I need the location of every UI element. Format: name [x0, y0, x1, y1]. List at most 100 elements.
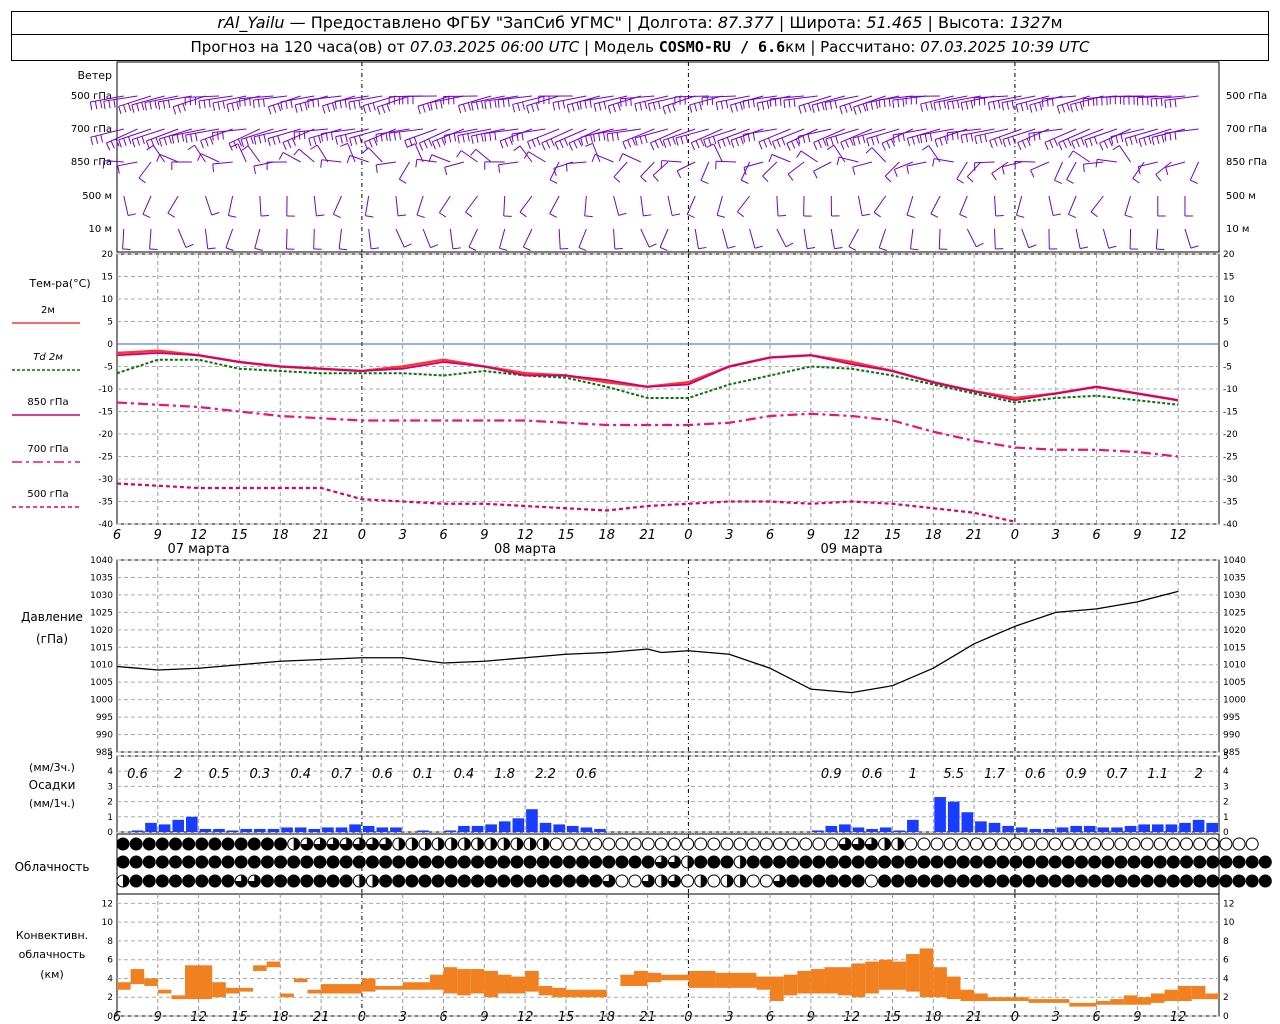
wind-barb-shaft — [549, 195, 560, 214]
wind-barb-feather — [467, 102, 471, 111]
convective-bar — [1191, 985, 1206, 1000]
wind-barb-feather — [373, 137, 378, 146]
wind-barb-shaft — [364, 195, 370, 216]
wind-barb — [204, 195, 220, 216]
wind-barb-feather — [603, 101, 607, 110]
wind-barb-feather — [685, 135, 689, 144]
convective-bar — [878, 959, 893, 990]
wind-barb-feather — [1006, 101, 1010, 110]
wind-barb — [830, 228, 843, 250]
wind-barb-feather — [207, 247, 216, 250]
wind-barb — [1015, 95, 1050, 113]
wind-barb-feather — [1164, 133, 1167, 142]
cloud-symbol — [733, 837, 747, 851]
precip-tick-right: 2 — [1223, 798, 1229, 808]
wind-barb-feather — [554, 142, 559, 151]
wind-barb-shaft — [947, 128, 981, 134]
cloud-circle — [1048, 874, 1062, 888]
cloud-circle — [562, 837, 576, 851]
wind-barb-feather — [939, 137, 943, 146]
wind-barb-feather — [925, 102, 928, 111]
wind-barb-shaft — [1124, 195, 1132, 216]
wind-barb — [906, 161, 927, 174]
wind-barb — [228, 128, 261, 151]
wind-barb — [184, 95, 220, 106]
wind-barb-feather — [204, 138, 209, 147]
cloud-symbol — [878, 837, 892, 851]
wind-barb-feather — [797, 136, 801, 145]
wind-barb — [974, 128, 1009, 145]
wind-barb-feather — [906, 165, 910, 174]
cloud-circle — [287, 874, 301, 888]
wind-barb-feather — [376, 106, 381, 115]
wind-barb-feather — [339, 248, 348, 251]
precip-tick-left: 1 — [107, 813, 113, 823]
temp-series-3 — [116, 401, 1179, 458]
wind-barb-feather — [817, 140, 822, 148]
wind-barb-feather — [568, 142, 573, 151]
wind-barb-shaft — [1138, 128, 1172, 140]
cloud-circle — [786, 874, 800, 888]
wind-barb — [131, 95, 165, 113]
cloud-symbol — [904, 837, 918, 851]
wind-barb — [498, 161, 519, 173]
convective-bar — [715, 972, 757, 988]
wind-barb-shaft — [173, 95, 206, 108]
cloud-symbol — [969, 874, 983, 888]
wind-barb-feather — [398, 131, 401, 140]
cloud-circle — [365, 855, 379, 869]
cloud-symbol — [786, 874, 800, 888]
wind-barb-feather — [1093, 136, 1098, 145]
wind-barb-shaft — [674, 95, 709, 98]
wind-barb — [694, 228, 707, 250]
cloud-circle — [930, 855, 944, 869]
wind-barb-feather — [499, 140, 504, 149]
wind-barb — [830, 195, 840, 217]
wind-barb — [294, 95, 329, 113]
wind-barb-shaft — [974, 161, 995, 164]
hour-tick-label: 12 — [517, 1010, 534, 1024]
temp-series-2 — [116, 352, 1179, 402]
wind-barb-feather — [840, 141, 845, 150]
cloud-symbol — [484, 874, 498, 888]
wind-barb-shaft — [994, 195, 997, 216]
wind-barb — [503, 195, 512, 217]
wind-barb — [458, 95, 492, 114]
wind-barb-shaft — [840, 128, 873, 143]
wind-barb-shaft — [457, 128, 492, 137]
precip-tick-left: 2 — [107, 798, 113, 808]
cloud-symbol — [720, 837, 734, 851]
wind-barb — [613, 228, 623, 250]
cloud-symbol — [825, 855, 839, 869]
cloud-circle — [510, 874, 524, 888]
wind-barb-feather — [687, 213, 695, 218]
cloud-symbol — [155, 855, 169, 869]
wind-barb-feather — [774, 98, 777, 107]
wind-barb-feather — [1169, 132, 1172, 141]
wind-barb-feather — [1068, 214, 1077, 219]
wind-barb-feather — [930, 101, 933, 110]
cloud-circle — [562, 855, 576, 869]
wind-barb-feather — [924, 134, 928, 143]
wind-barb-feather — [580, 137, 584, 146]
hour-tick-label: 3 — [1052, 1010, 1060, 1024]
wind-barb-feather — [353, 101, 356, 110]
temp-tick-right: -15 — [1223, 408, 1238, 418]
wind-barb-shaft — [848, 228, 859, 247]
wind-barb-feather — [335, 136, 338, 145]
precip-bars — [131, 797, 1218, 832]
wind-barb-feather — [640, 176, 647, 183]
precip-bar — [947, 801, 960, 832]
cloud-circle — [1074, 874, 1088, 888]
precip-3h-total: 0.6 — [1025, 767, 1046, 782]
wind-barb-shaft — [123, 195, 129, 216]
cloud-symbol — [1074, 874, 1088, 888]
wind-barb-feather — [176, 134, 180, 143]
cloud-symbol — [116, 874, 130, 888]
wind-barb-shaft — [471, 95, 505, 104]
hour-tick-label: 18 — [599, 1010, 616, 1024]
wind-barb-feather — [644, 135, 648, 144]
wind-barb — [362, 95, 397, 114]
wind-barb-feather — [1089, 138, 1093, 147]
wind-barb-shaft — [247, 145, 261, 163]
